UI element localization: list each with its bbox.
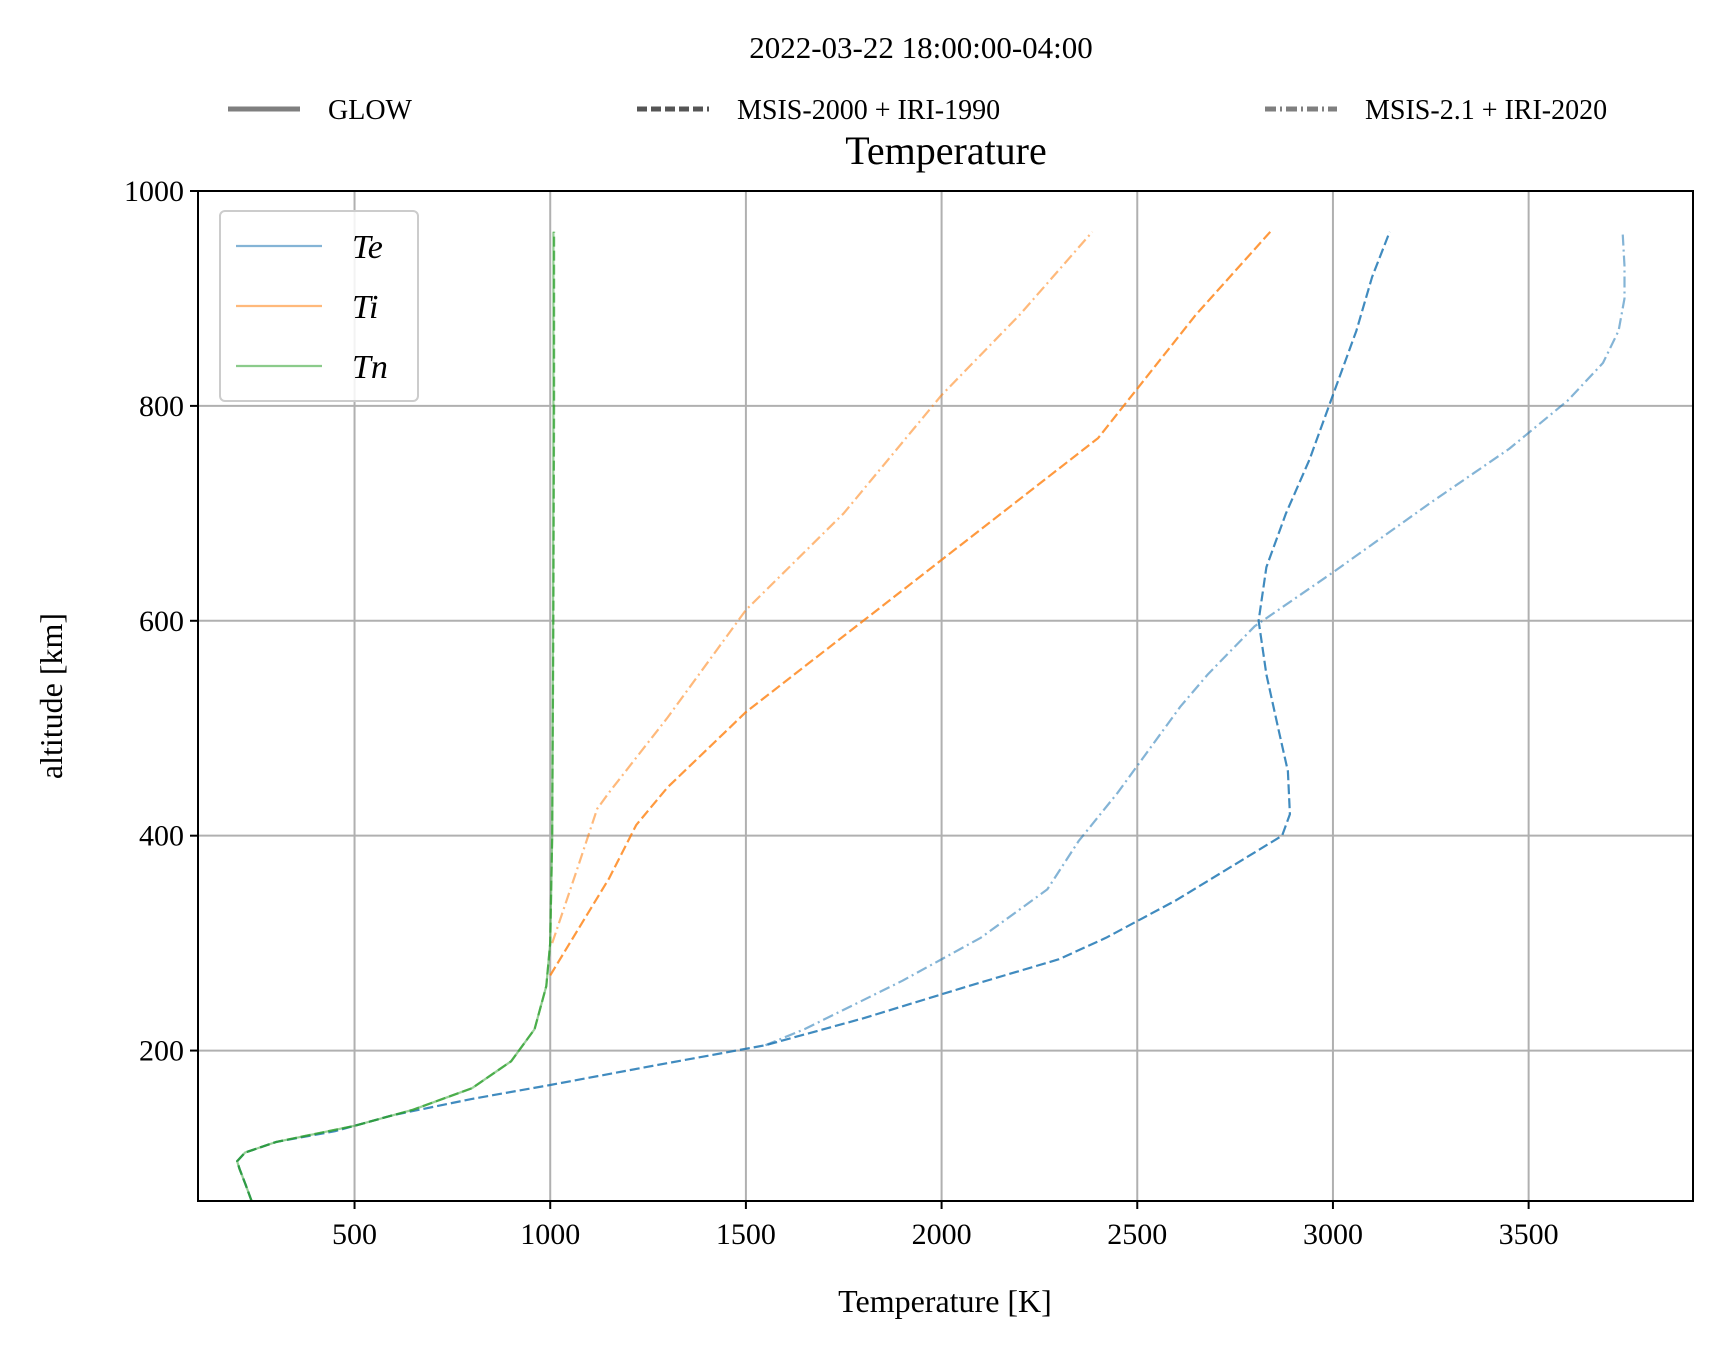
grid [198, 190, 1693, 1201]
model-legend-label: MSIS-2000 + IRI-1990 [737, 95, 1000, 126]
x-tick-label: 500 [332, 1218, 377, 1251]
series-te-dashdot [765, 231, 1626, 1047]
variable-legend-label: Tn [352, 349, 388, 386]
plot-frame [197, 190, 1694, 1202]
y-tick-label: 800 [139, 390, 184, 423]
y-tick-label: 600 [139, 605, 184, 638]
variable-legend-label: Te [352, 229, 383, 266]
model-legend: GLOW MSIS-2000 + IRI-1990 MSIS-2.1 + IRI-2… [228, 95, 1607, 126]
variable-legend-label: Ti [352, 289, 378, 326]
chart-title: Temperature [845, 128, 1047, 173]
variable-legend: Te Ti Tn [219, 210, 419, 402]
y-tick-label: 400 [139, 820, 184, 853]
series-tn-dashed [236, 231, 556, 1202]
series-ti-dashed [549, 231, 1272, 976]
y-tick-label: 1000 [124, 175, 184, 208]
chart-suptitle: 2022-03-22 18:00:00-04:00 [749, 30, 1093, 65]
x-tick-label: 2000 [912, 1218, 972, 1251]
x-tick-label: 3000 [1303, 1218, 1363, 1251]
y-tick-label: 200 [139, 1035, 184, 1068]
series-layer [236, 231, 1626, 1202]
x-tick-label: 2500 [1107, 1218, 1167, 1251]
x-tick-label: 1500 [716, 1218, 776, 1251]
x-tick-label: 1000 [520, 1218, 580, 1251]
model-legend-label: MSIS-2.1 + IRI-2020 [1365, 95, 1607, 126]
model-legend-label: GLOW [328, 95, 413, 126]
x-axis-label: Temperature [K] [838, 1283, 1052, 1319]
series-ti-dashdot [551, 231, 1094, 944]
x-tick-label: 3500 [1499, 1218, 1559, 1251]
y-axis-label: altitude [km] [33, 613, 69, 779]
axis-ticks: 500 1000 1500 2000 2500 3000 3500 200 400 600 800 1… [124, 175, 1559, 1251]
